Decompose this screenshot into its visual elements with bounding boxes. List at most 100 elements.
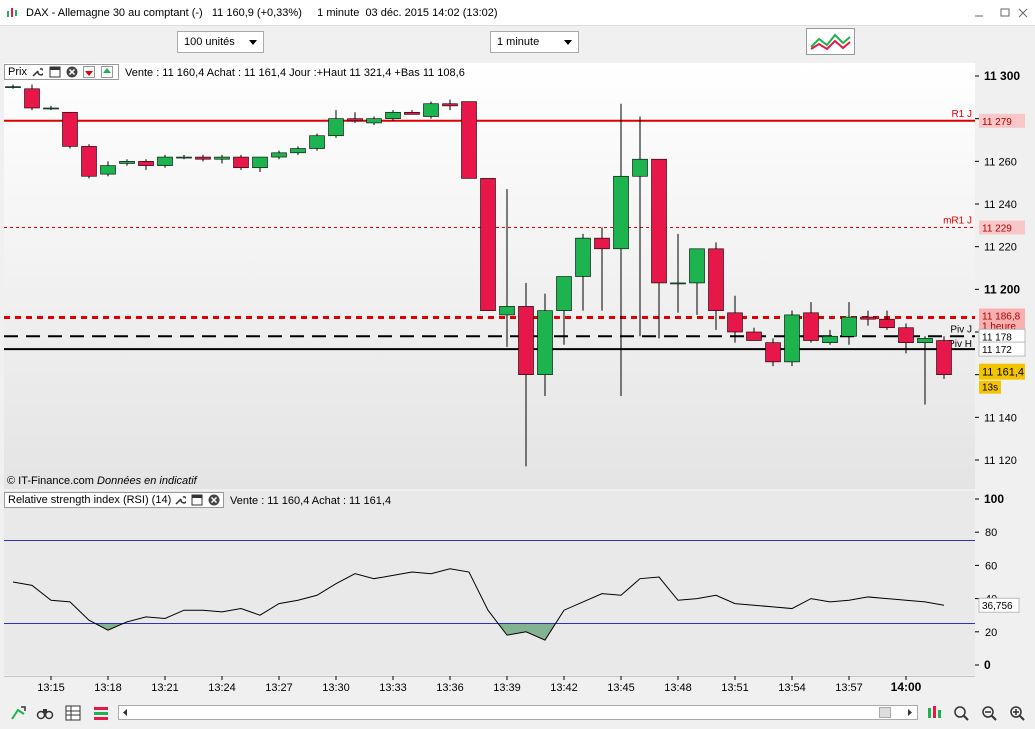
zoom-out-icon[interactable] [980,704,998,722]
candle-body [898,327,914,343]
level-name: R1 J [951,109,972,120]
table-icon[interactable] [64,704,82,722]
last-price-box [979,363,1025,380]
candle-body [537,310,553,375]
units-dropdown[interactable]: 100 unités [177,31,264,53]
price-panel[interactable]: R1 J mR1 J Piv J Piv H Prix Vente : 11 160,… [4,63,975,489]
horizontal-scrollbar[interactable] [118,705,918,720]
watermark-italic: Données en indicatif [97,475,197,487]
time-tick-label: 13:33 [379,682,407,694]
binoculars-icon[interactable] [36,704,54,722]
units-dropdown-value: 100 unités [184,36,235,48]
candle-body [613,175,629,250]
watermark: © IT-Finance.com Données en indicatif [7,475,197,487]
move-down-icon[interactable] [83,66,95,78]
price-tick-label: 11 120 [984,455,1017,467]
rsi-last-value: 36,756 [982,601,1013,612]
interval-dropdown[interactable]: 1 minute [490,31,579,53]
scroll-right-icon[interactable] [905,708,914,717]
time-tick-label: 13:18 [94,682,122,694]
candle-body [822,335,838,343]
candle-body [879,318,895,329]
candle-body [461,101,477,179]
bars-icon[interactable] [92,704,110,722]
rsi-tick-label: 100 [984,492,1004,506]
wrench-icon[interactable] [174,494,186,506]
candle-body [917,338,933,343]
rsi-axis[interactable]: 10080604020036,756 [975,491,1035,675]
candle-body [328,118,344,137]
rsi-tick-label: 0 [984,658,991,672]
scroll-left-icon[interactable] [121,708,130,717]
candle-body [746,331,762,341]
candle-body [138,161,154,166]
rsi-panel[interactable]: Relative strength index (RSI) (14) Vente… [4,491,975,675]
candle-body [765,342,781,363]
close-window-icon[interactable] [1012,4,1034,22]
minimize-icon[interactable] [968,4,990,22]
level-name: mR1 J [943,215,972,226]
chevron-down-icon [249,40,257,45]
countdown-box [979,380,1001,394]
time-axis[interactable]: 13:15 13:18 13:21 13:24 13:27 13:30 13:33 13:36… [4,676,975,698]
candle-body [43,107,59,110]
window-icon[interactable] [191,494,203,506]
rsi-panel-label: Relative strength index (RSI) (14) [8,494,172,506]
price-tick-label: 11 240 [984,199,1017,211]
rsi-panel-info: Vente : 11 160,4 Achat : 11 161,4 [230,495,392,507]
candle-body [860,316,876,320]
maximize-icon[interactable] [994,4,1016,22]
zoom-area-icon[interactable] [952,704,970,722]
price-tick-label: 11 140 [984,412,1017,424]
price-tick-label: 11 260 [984,156,1017,168]
rsi-last-box [978,597,1020,613]
candle-body [670,282,686,285]
candle-body [803,312,819,341]
price-chart[interactable]: R1 J mR1 J Piv J Piv H [4,63,975,489]
zoom-in-icon[interactable] [1008,704,1026,722]
rsi-background [4,491,975,675]
level-value: 11 229 [982,223,1012,234]
time-tick-label: 13:48 [664,682,692,694]
time-tick-label: 13:51 [721,682,749,694]
chart-style-button[interactable] [806,28,855,55]
app-chart-icon [7,8,17,17]
level-name: Piv H [948,339,972,350]
rsi-chart[interactable] [4,491,975,675]
candle-body [708,248,724,311]
window-icon[interactable] [49,66,61,78]
candle-body [366,118,382,124]
candle-body [252,156,268,169]
candle-body [442,103,458,107]
candle-body [347,118,363,122]
candle-body [784,314,800,363]
time-tick-label: 13:30 [322,682,350,694]
candle-body [214,156,230,160]
candle-body [271,152,287,158]
close-panel-icon[interactable] [208,494,220,506]
scroll-thumb[interactable] [879,707,891,718]
interval-dropdown-value: 1 minute [497,36,540,48]
candle-body [119,161,135,164]
candle-body [195,156,211,160]
wrench-icon[interactable] [31,66,43,78]
candle-body [499,306,515,316]
close-panel-icon[interactable] [66,66,78,78]
chart-style-icon [810,33,851,51]
zoom-fit-icon[interactable] [925,704,943,722]
price-tick-label: 11 300 [984,69,1020,83]
time-tick-label: 13:21 [151,682,179,694]
level-value-box [978,341,1026,357]
move-up-icon[interactable] [101,66,113,78]
candle-body [651,158,667,284]
time-tick-label: 13:27 [265,682,293,694]
candle-body [594,237,610,250]
candle-body [727,312,743,333]
candle-body [841,316,857,337]
last-price-value: 11 161,4 [982,367,1024,379]
candle-body [404,111,420,115]
candle-body [423,103,439,117]
trend-arrow-icon[interactable] [9,704,27,722]
candle-body [81,146,97,177]
